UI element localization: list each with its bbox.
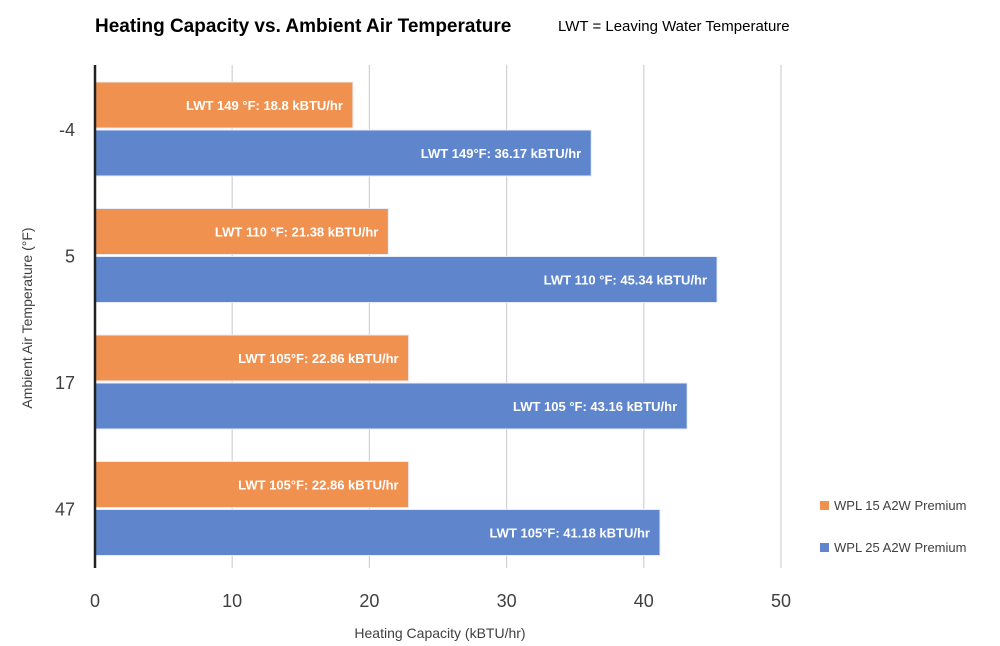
x-tick-label: 10 <box>222 591 242 611</box>
bar-data-label: LWT 149 °F: 18.8 kBTU/hr <box>186 98 343 113</box>
bars: LWT 149 °F: 18.8 kBTU/hr LWT 149°F: 36.17… <box>94 81 718 556</box>
x-tick-labels: 0 10 20 30 40 50 <box>90 591 791 611</box>
legend-label: WPL 15 A2W Premium <box>834 498 966 513</box>
bar-data-label: LWT 110 °F: 45.34 kBTU/hr <box>544 273 707 288</box>
y-tick-label: -4 <box>59 120 75 140</box>
bar <box>94 461 410 508</box>
legend-swatch <box>820 543 829 552</box>
legend: WPL 15 A2W Premium WPL 25 A2W Premium <box>820 498 966 555</box>
bar <box>94 81 354 129</box>
x-tick-label: 30 <box>497 591 517 611</box>
x-tick-label: 40 <box>634 591 654 611</box>
x-tick-label: 0 <box>90 591 100 611</box>
legend-swatch <box>820 501 829 510</box>
bar <box>94 208 389 255</box>
bar-data-label: LWT 149°F: 36.17 kBTU/hr <box>421 146 582 161</box>
bar-data-label: LWT 105°F: 41.18 kBTU/hr <box>489 526 650 541</box>
x-tick-label: 50 <box>771 591 791 611</box>
bar-data-label: LWT 105 °F: 43.16 kBTU/hr <box>513 399 677 414</box>
bar <box>94 334 410 382</box>
bar <box>94 382 688 430</box>
y-tick-label: 17 <box>55 373 75 393</box>
chart-title: Heating Capacity vs. Ambient Air Tempera… <box>95 16 511 37</box>
chart-subtitle: LWT = Leaving Water Temperature <box>558 18 790 35</box>
y-tick-labels: -4 5 17 47 <box>55 120 75 520</box>
y-tick-label: 47 <box>55 500 75 520</box>
bar-data-label: LWT 105°F: 22.86 kBTU/hr <box>238 478 399 493</box>
bar <box>94 509 661 556</box>
x-axis-title: Heating Capacity (kBTU/hr) <box>354 625 525 641</box>
y-axis-title: Ambient Air Temperature (°F) <box>19 227 35 408</box>
x-tick-label: 20 <box>359 591 379 611</box>
y-tick-label: 5 <box>65 247 75 267</box>
bar <box>94 256 718 303</box>
bar-data-label: LWT 110 °F: 21.38 kBTU/hr <box>215 225 378 240</box>
bar-data-label: LWT 105°F: 22.86 kBTU/hr <box>238 351 399 366</box>
legend-label: WPL 25 A2W Premium <box>834 540 966 555</box>
